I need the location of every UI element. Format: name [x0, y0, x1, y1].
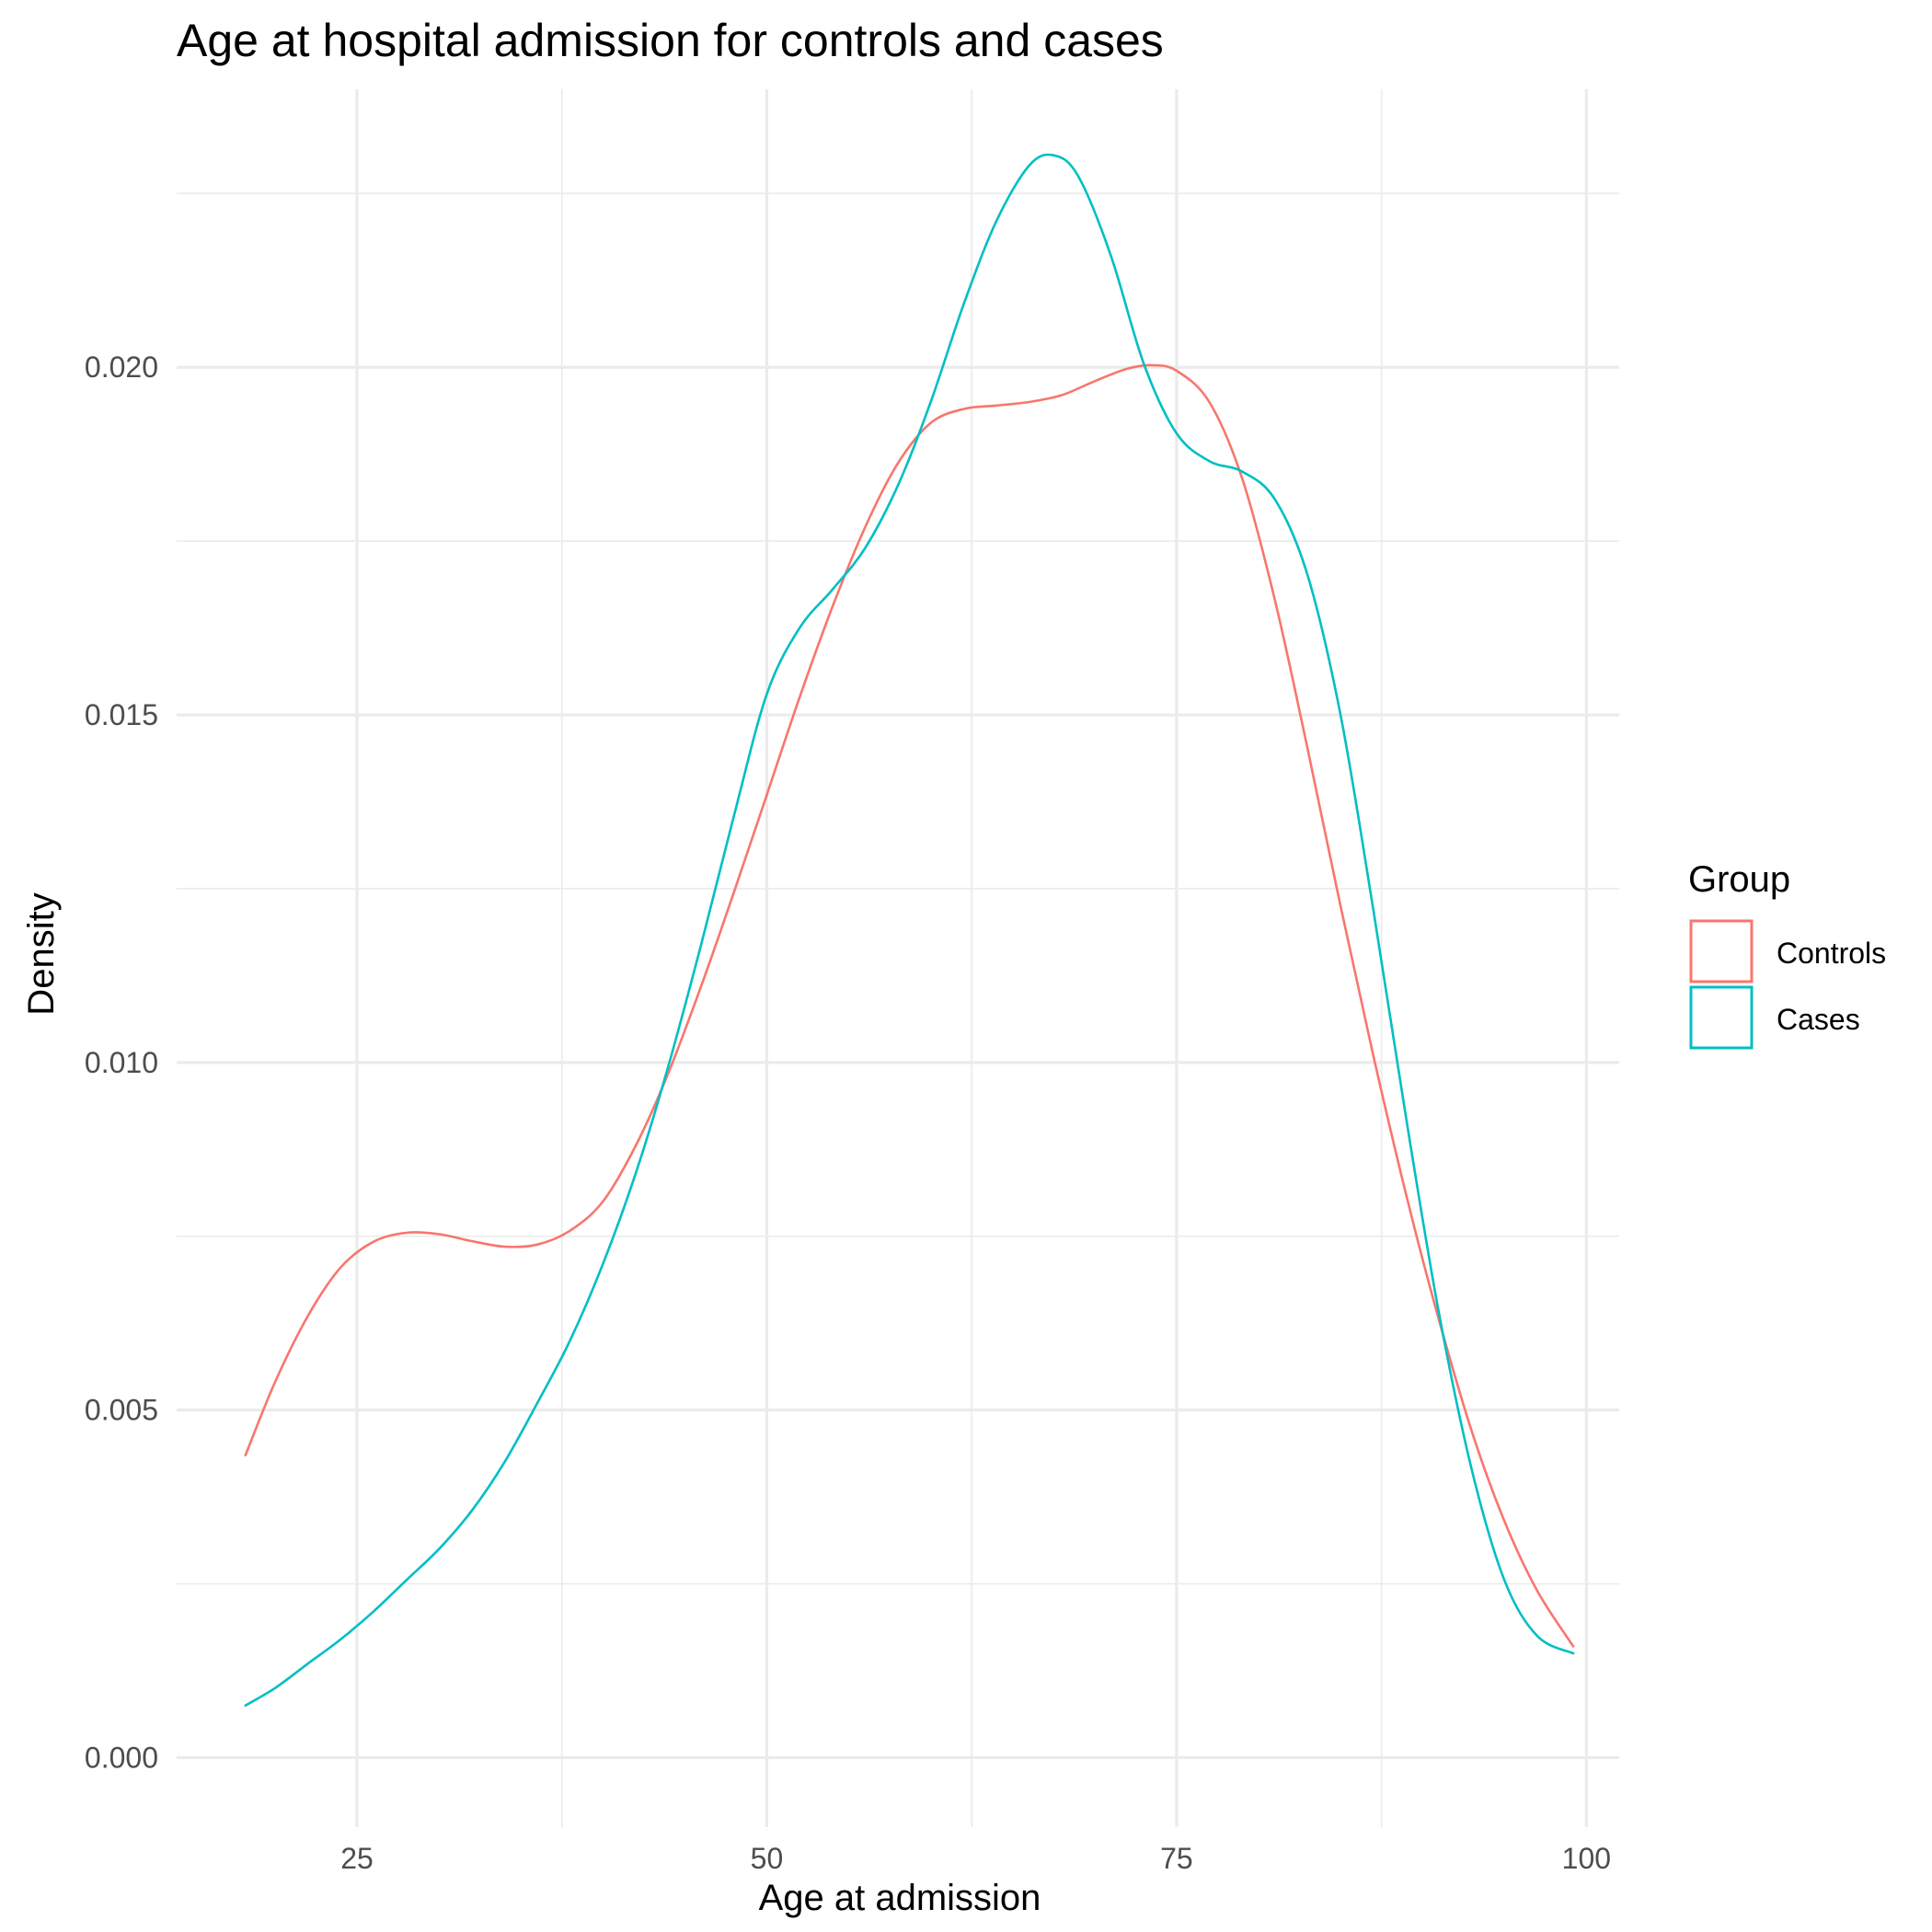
x-tick-label: 25	[340, 1842, 374, 1875]
legend-label-cases: Cases	[1777, 1003, 1860, 1036]
chart-title: Age at hospital admission for controls a…	[177, 15, 1164, 66]
x-tick-label: 75	[1160, 1842, 1193, 1875]
x-tick-label: 50	[751, 1842, 784, 1875]
series-line-cases	[244, 153, 1575, 1708]
x-tick-label: 100	[1562, 1842, 1611, 1875]
legend-key-controls	[1689, 919, 1754, 983]
legend-key-cases	[1689, 985, 1754, 1050]
y-axis-title: Density	[21, 892, 62, 1015]
series-line-controls	[244, 363, 1575, 1648]
y-tick-label: 0.000	[85, 1741, 158, 1774]
y-tick-label: 0.010	[85, 1046, 158, 1079]
x-tick-labels: 25 50 75 100	[340, 1842, 1611, 1875]
y-tick-label: 0.005	[85, 1394, 158, 1427]
y-tick-label: 0.015	[85, 698, 158, 731]
y-tick-labels: 0.000 0.005 0.010 0.015 0.020	[85, 351, 158, 1774]
legend: Group Controls Cases	[1688, 859, 1886, 1050]
x-axis-title: Age at admission	[759, 1878, 1041, 1918]
density-series	[244, 153, 1575, 1708]
y-tick-label: 0.020	[85, 351, 158, 384]
grid-lines	[177, 89, 1619, 1827]
legend-label-controls: Controls	[1777, 937, 1886, 970]
legend-title: Group	[1688, 859, 1790, 900]
